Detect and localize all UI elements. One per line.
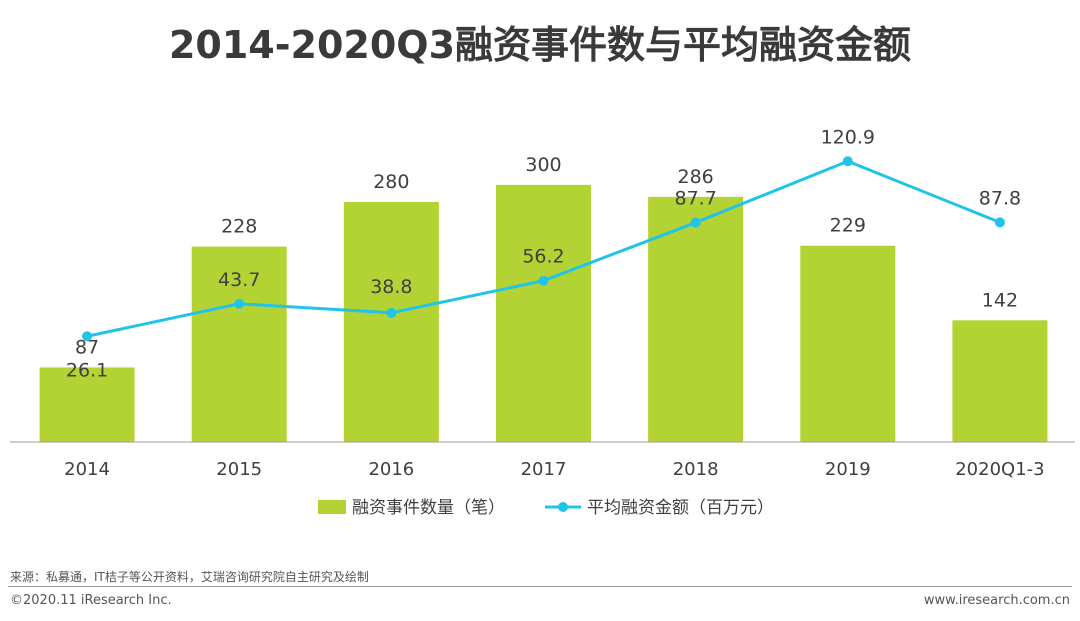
- website-link[interactable]: www.iresearch.com.cn: [923, 593, 1070, 608]
- line-value-label: 120.9: [821, 126, 875, 148]
- x-tick-label: 2016: [368, 459, 414, 480]
- line-point-2018: [690, 217, 701, 228]
- line-value-label: 56.2: [522, 246, 564, 268]
- footer-divider: [8, 586, 1072, 587]
- line-value-label: 87.8: [979, 187, 1021, 209]
- x-tick-label: 2017: [521, 459, 567, 480]
- chart-canvas: 87 228 280 300 286 229 142 2014 2015 2016 2017 2018…: [10, 126, 1075, 518]
- bar-value-label: 280: [373, 171, 409, 193]
- bar-2019: [800, 245, 896, 442]
- bar-value-label: 228: [221, 216, 257, 238]
- bar-value-label: 300: [525, 154, 561, 176]
- x-tick-label: 2020Q1-3: [955, 459, 1044, 480]
- legend-label-bars: 融资事件数量（笔）: [352, 498, 505, 518]
- x-tick-label: 2019: [825, 459, 871, 480]
- source-note: 来源：私募通，IT桔子等公开资料，艾瑞咨询研究院自主研究及绘制: [10, 570, 369, 584]
- bar-value-label: 229: [830, 215, 866, 237]
- legend-swatch-line-marker: [558, 502, 568, 512]
- x-tick-label: 2015: [216, 459, 262, 480]
- chart-title: 2014-2020Q3融资事件数与平均融资金额: [168, 23, 912, 67]
- line-point-2016: [386, 307, 397, 318]
- line-value-label: 87.7: [674, 188, 716, 210]
- line-point-2020Q1-3: [994, 217, 1005, 228]
- legend-label-line: 平均融资金额（百万元）: [587, 498, 774, 518]
- bar-value-label: 87: [75, 336, 99, 358]
- bar-2015: [191, 246, 287, 442]
- bar-2016: [343, 202, 439, 442]
- x-tick-label: 2014: [64, 459, 110, 480]
- bar-2014: [39, 367, 135, 442]
- bar-2017: [496, 184, 591, 442]
- bar-value-label: 286: [678, 166, 714, 188]
- line-point-2014: [82, 331, 93, 342]
- line-value-label: 43.7: [218, 269, 260, 291]
- bar-value-label: 142: [982, 289, 1018, 311]
- line-point-2015: [234, 298, 245, 309]
- x-tick-label: 2018: [673, 459, 719, 480]
- copyright-text: ©2020.11 iResearch Inc.: [10, 593, 172, 608]
- line-value-label: 26.1: [66, 359, 108, 381]
- bar-2020Q1-3: [952, 320, 1048, 442]
- line-point-2017: [538, 275, 549, 286]
- line-point-2019: [842, 156, 853, 167]
- legend-swatch-bars: [318, 500, 346, 514]
- line-value-label: 38.8: [370, 276, 412, 298]
- bar-2018: [648, 196, 744, 442]
